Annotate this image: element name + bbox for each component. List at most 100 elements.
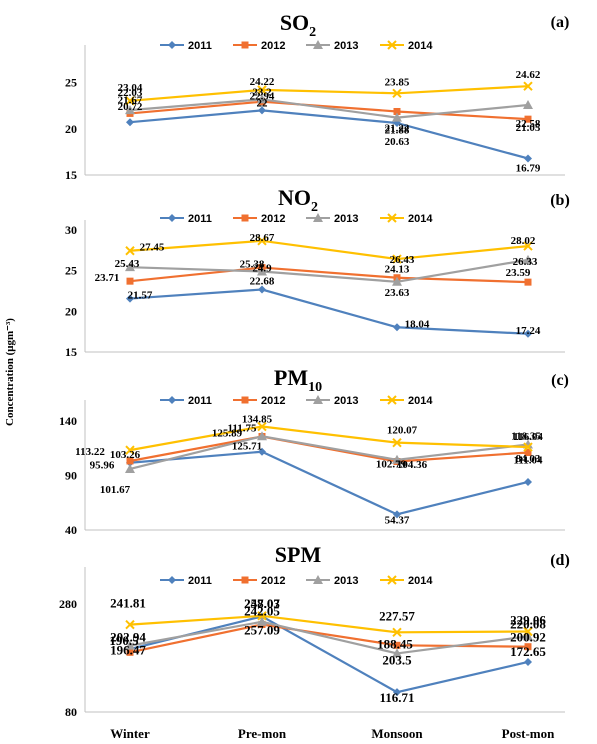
panel-d-data-label-2014-0: 241.81 [110,596,146,611]
panel-d-line-2011 [129,615,529,694]
panel-c-title: PM10 [274,365,322,395]
panel-a-data-label-2012-2: 21.88 [385,124,410,136]
panel-a-data-label-2011-3: 16.79 [516,162,541,174]
panel-a-data-label-2013-0: 22.03 [118,87,143,99]
panel-c-data-label-2011-1: 125.71 [232,441,262,453]
panel-a-legend-marker-2013 [313,40,323,49]
y-axis-label: Concentration (μgm⁻³) [4,318,16,426]
panel-b-point-2013-2 [392,276,402,286]
panel-b-legend-marker-2011 [168,214,176,222]
panel-a-data-label-2011-0: 20.72 [118,101,143,113]
panel-d-point-2011-3 [524,657,532,666]
panel-c-data-label-2013-3: 118.35 [511,431,541,443]
panel-b-point-2013-3 [523,254,533,264]
panel-b-data-label-2014-0: 27.45 [140,242,165,254]
panel-b-legend-label-2013: 2013 [334,213,358,225]
panel-a-point-2013-1 [257,94,267,104]
panel-b-data-label-2014-2: 26.43 [390,254,415,266]
panel-d-data-label-2011-1: 242.05 [244,603,280,618]
panel-b-legend-marker-2014 [387,213,397,223]
panel-a-point-2013-2 [392,112,402,122]
panel-d-point-2014-0 [125,619,135,630]
panel-b-panel-label: (b) [550,192,570,209]
panel-b-point-2014-0-stroke-b [125,246,135,256]
panel-a-data-label-2014-3: 24.62 [516,69,541,81]
panel-b-ytick-3: 30 [65,223,77,237]
panel-c-data-label-2014-0: 113.22 [75,446,105,458]
panel-a-data-label-2014-1: 24.22 [250,76,275,88]
panel-d-point-2013-2 [392,648,402,658]
panel-c-point-2014-0 [125,445,135,455]
panel-b-data-label-2012-2: 24.13 [385,264,410,276]
panel-a-legend-marker-2012 [241,41,249,49]
panel-a-point-2014-1 [257,85,267,95]
panel-b-data-label-2013-1: 24.9 [252,262,272,274]
panel-d-legend-marker-2014 [387,575,397,585]
panel-b-line-2012 [129,266,529,284]
panel-c-legend-marker-2013 [313,395,323,404]
panel-c-point-2013-1 [257,431,267,441]
panel-a-data-label-2014-0: 23.04 [118,82,143,94]
panel-b-title-subscript: 2 [311,200,318,215]
x-category-2: Monsoon [371,726,423,741]
panel-c-point-2013-2 [392,454,402,464]
panel-b-point-2014-0 [125,246,135,256]
panel-c-point-2014-1 [257,421,267,432]
panel-a-ytick-0: 15 [65,168,77,182]
panel-b-data-label-2013-2: 23.63 [385,287,410,299]
panel-a-point-2011-0 [126,118,134,127]
panel-c-line-2011 [129,450,529,516]
panel-d-data-label-2012-0: 196.47 [110,642,146,657]
panel-b-point-2011-3 [524,329,532,338]
panel-d-point-2012-3 [524,643,532,651]
panel-a-point-2014-0 [125,96,135,106]
panel-b-point-2014-1-stroke-b [257,236,267,246]
panel-a-point-2012-3 [524,115,532,123]
panel-d-point-2014-0-stroke-b [125,619,135,630]
panel-d-data-label-2013-2: 188.45 [377,636,413,651]
panel-c-data-label-2013-1: 111.75 [227,422,257,434]
panel-d-ytick-1: 280 [59,597,77,611]
panel-a-point-2013-0 [125,105,135,115]
panel-d-point-2014-3-stroke-b [523,626,533,637]
panel-b-legend-label-2014: 2014 [408,213,433,225]
panel-d-data-label-2013-1: 247.03 [244,596,280,611]
panel-b-data-label-2011-0: 21.57 [128,290,153,302]
x-category-1: Pre-mon [238,726,287,741]
panel-d-data-label-2011-2: 116.71 [379,690,414,705]
panel-b-ytick-2: 25 [65,264,77,278]
panel-d-point-2014-1 [257,611,267,621]
panel-a-ytick-1: 20 [65,122,77,136]
panel-d-line-2013 [129,620,529,655]
panel-c-point-2011-3 [524,477,532,486]
panel-b-point-2013-1 [257,266,267,276]
panel-b-title-main: NO [278,185,311,210]
panel-b-title: NO2 [278,185,318,215]
panel-c-line-2014 [129,425,529,452]
panel-a-data-label-2012-0: 21.67 [118,94,143,106]
panel-c-title-subscript: 10 [308,380,322,395]
panel-a-point-2014-2-stroke-b [392,88,402,99]
panel-d-panel-label: (d) [550,552,570,569]
panel-c-point-2013-0 [125,463,135,473]
panel-b-point-2012-0 [126,277,134,285]
panel-d-data-label-2013-0: 202.94 [110,630,146,645]
panel-d-ytick-0: 80 [65,705,77,719]
panel-c-ytick-1: 90 [65,468,77,482]
panel-b-point-2014-2-stroke-b [392,254,402,264]
panel-c-legend-label-2014: 2014 [408,395,433,407]
panel-c-ytick-0: 40 [65,523,77,537]
panel-b-data-label-2012-3: 23.59 [506,267,531,279]
panel-b-legend-label-2012: 2012 [261,213,285,225]
panel-a-point-2011-3 [524,154,532,163]
panel-b-point-2014-3-stroke-b [523,241,533,251]
x-category-0: Winter [110,726,150,741]
panel-b-data-label-2014-1: 28.67 [250,232,275,244]
panel-a-legend-marker-2014 [387,40,397,50]
panel-a-legend-label-2013: 2013 [334,40,358,52]
panel-c-data-label-2014-1: 134.85 [242,414,273,426]
panel-c-panel-label: (c) [551,372,569,389]
panel-d-legend-marker-2013 [313,575,323,584]
panel-a-data-label-2013-1: 23.2 [252,86,272,98]
